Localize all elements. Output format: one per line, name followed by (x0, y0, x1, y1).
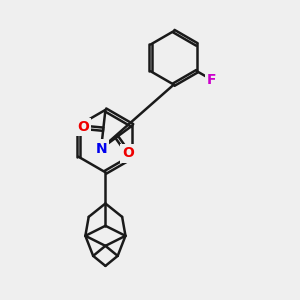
Text: O: O (77, 120, 89, 134)
Text: O: O (123, 146, 134, 161)
Text: F: F (207, 73, 217, 87)
Text: N: N (95, 142, 107, 156)
